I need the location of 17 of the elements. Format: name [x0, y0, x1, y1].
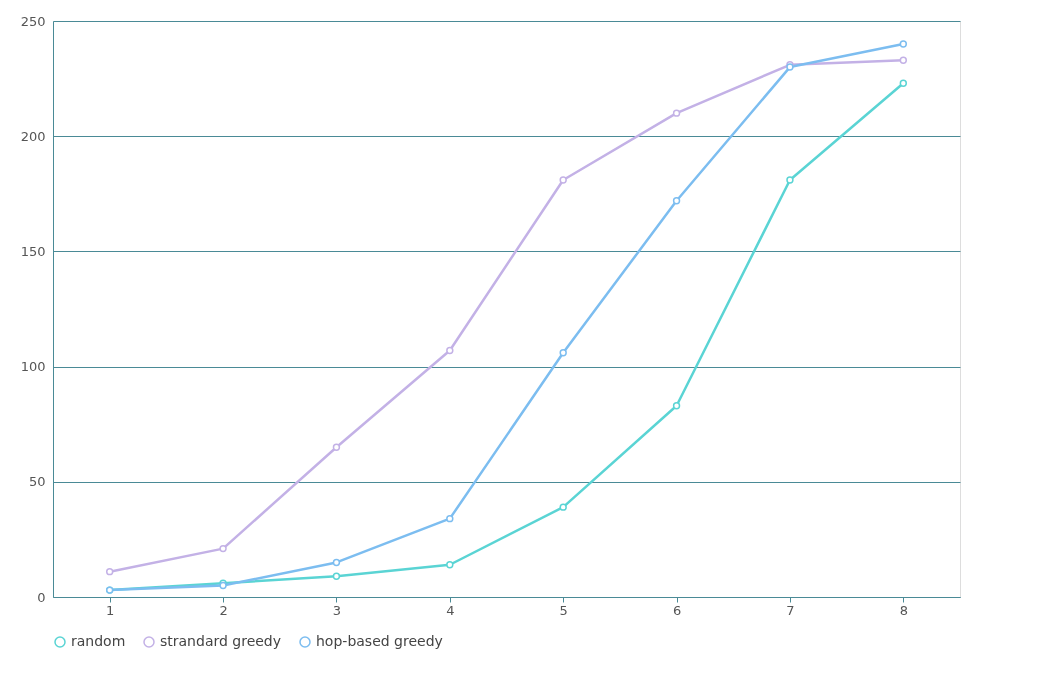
legend-label: random	[71, 633, 126, 649]
x-tick-label: 1	[106, 602, 115, 618]
x-tick-label: 3	[332, 602, 342, 618]
x-tick-label: 5	[559, 602, 568, 618]
y-tick-label: 150	[20, 243, 46, 259]
y-tick-label: 250	[20, 13, 46, 29]
x-tick-label: 4	[446, 602, 455, 618]
y-tick-label: 50	[28, 474, 46, 490]
legend-label: hop-based greedy	[316, 633, 443, 649]
y-tick-label: 200	[20, 128, 46, 144]
y-tick-label: 0	[37, 589, 46, 605]
x-tick-label: 2	[219, 602, 228, 618]
y-tick-label: 100	[20, 359, 46, 375]
x-tick-label: 6	[672, 602, 682, 618]
x-tick-label: 7	[786, 602, 795, 618]
legend-label: strandard greedy	[160, 633, 282, 649]
x-tick-label: 8	[899, 602, 908, 618]
